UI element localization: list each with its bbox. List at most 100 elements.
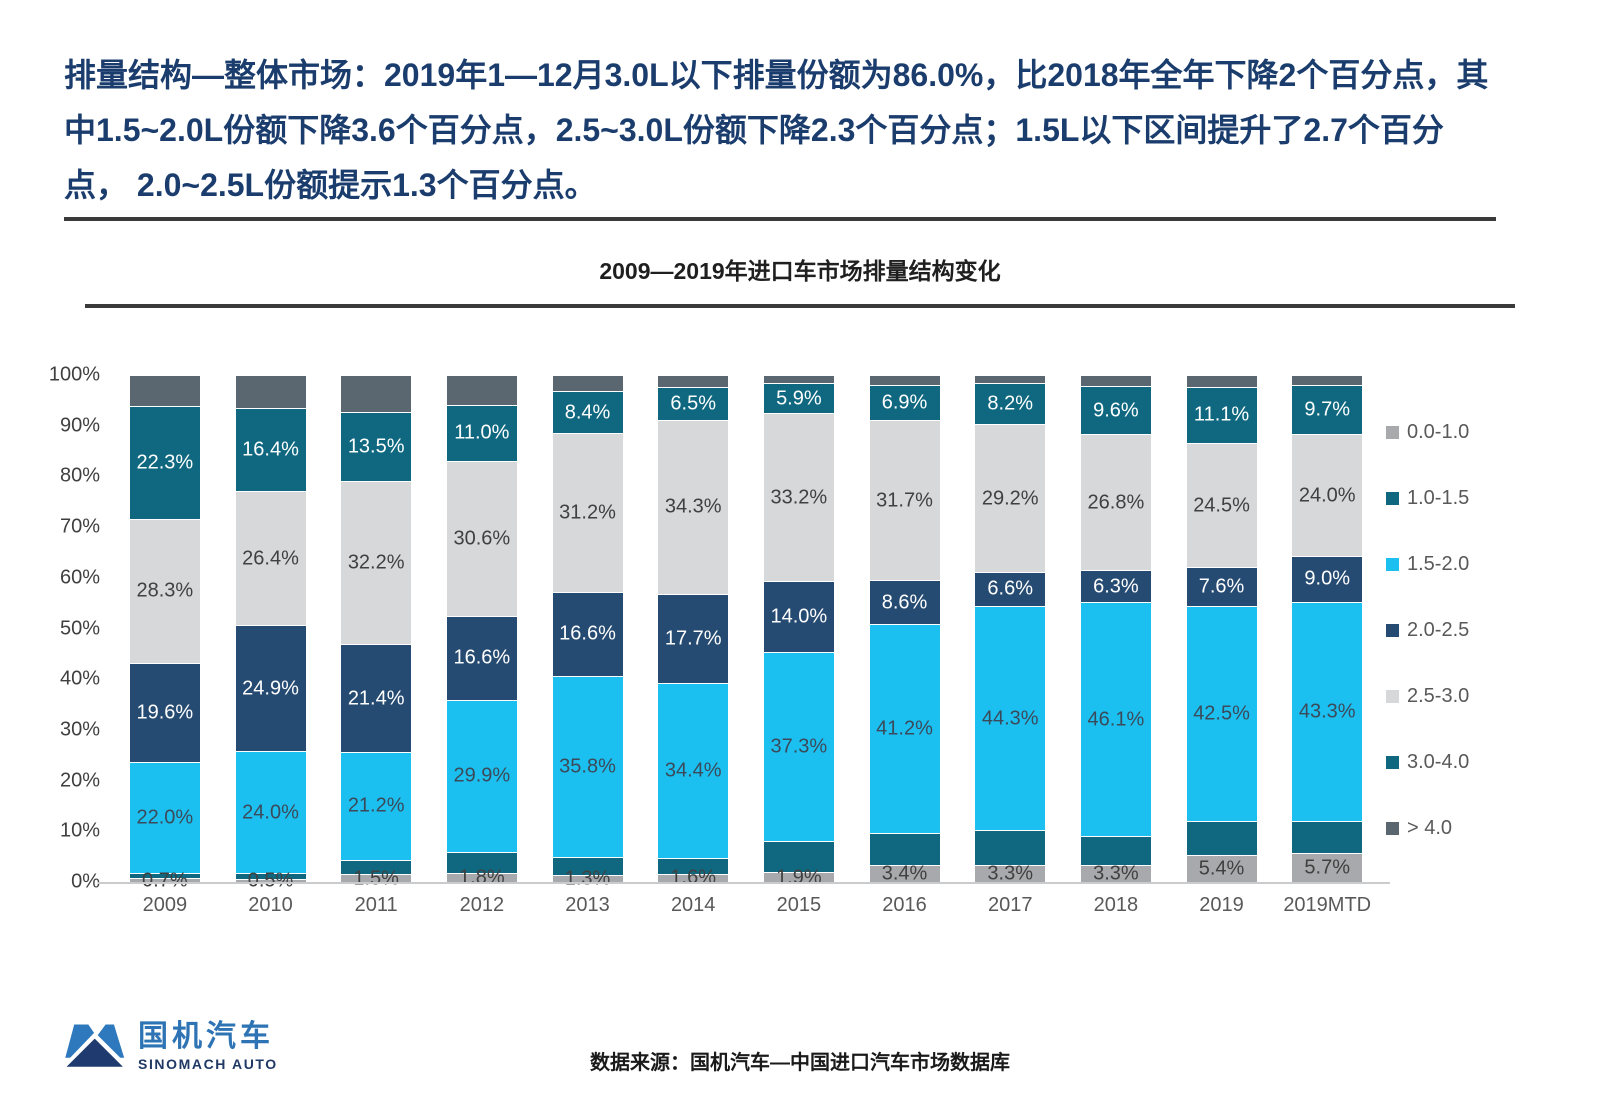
x-axis-label: 2017 bbox=[987, 894, 1033, 916]
bar-segment-1.0-1.5 bbox=[869, 832, 940, 865]
bar-segment-1.0-1.5 bbox=[1080, 835, 1151, 866]
bar-segment-3.0-4.0: 9.6% bbox=[1080, 385, 1151, 435]
bar-segment-2.0-2.5: 9.0% bbox=[1292, 556, 1363, 602]
bar-column: 1.5% 21.2% 21.4% 32.2% 13.5% 2011 bbox=[323, 375, 429, 916]
x-axis-label: 2014 bbox=[670, 894, 716, 916]
bar-segment-2.0-2.5: 14.0% bbox=[763, 581, 834, 653]
segment-value-label: 28.3% bbox=[136, 579, 194, 602]
segment-value-label: 16.6% bbox=[453, 646, 511, 669]
segment-value-label: 34.4% bbox=[664, 759, 722, 782]
y-axis-tick: 80% bbox=[59, 464, 100, 487]
bar-segment-1.5-2.0: 35.8% bbox=[552, 675, 623, 858]
segment-value-label: 5.7% bbox=[1304, 856, 1351, 879]
legend-label: 0.0-1.0 bbox=[1407, 420, 1470, 443]
legend-swatch-icon bbox=[1386, 821, 1399, 835]
stacked-bar: 0.7% 22.0% 19.6% 28.3% 22.3% bbox=[129, 375, 200, 891]
y-axis-tick: 20% bbox=[59, 769, 100, 792]
bar-segment-2.5-3.0: 24.0% bbox=[1292, 434, 1363, 557]
segment-value-label: 37.3% bbox=[770, 735, 828, 758]
bar-segment-3.0-4.0: 13.5% bbox=[341, 412, 412, 481]
legend-swatch-icon bbox=[1386, 623, 1399, 637]
segment-value-label: 6.5% bbox=[670, 392, 716, 415]
bar-segment-3.0-4.0: 11.1% bbox=[1186, 386, 1257, 443]
x-axis-line bbox=[98, 882, 1390, 884]
bar-segment->4.0 bbox=[1186, 375, 1257, 387]
bar-segment-1.0-1.5 bbox=[446, 851, 517, 873]
bar-segment-1.0-1.5 bbox=[1292, 821, 1363, 854]
stacked-bar: 1.3% 35.8% 16.6% 31.2% 8.4% bbox=[552, 375, 623, 890]
bar-column: 0.7% 22.0% 19.6% 28.3% 22.3% 2009 bbox=[112, 375, 218, 916]
bar-segment-2.0-2.5: 7.6% bbox=[1186, 567, 1257, 606]
segment-value-label: 11.0% bbox=[454, 421, 510, 444]
segment-value-label: 3.3% bbox=[1093, 862, 1139, 885]
bar-segment->4.0 bbox=[235, 375, 306, 408]
plot-area: 0.7% 22.0% 19.6% 28.3% 22.3% 2009 0.5% 24.0% 24.… bbox=[112, 375, 1380, 916]
bar-segment-2.0-2.5: 21.4% bbox=[341, 643, 412, 753]
bar-segment-2.0-2.5: 16.6% bbox=[446, 615, 517, 701]
legend-label: 3.0-4.0 bbox=[1407, 750, 1470, 773]
bar-segment-2.5-3.0: 26.8% bbox=[1080, 434, 1151, 571]
segment-value-label: 34.3% bbox=[664, 495, 722, 518]
bar-segment-2.0-2.5: 6.3% bbox=[1080, 570, 1151, 603]
legend-label: 1.0-1.5 bbox=[1407, 486, 1470, 509]
segment-value-label: 31.7% bbox=[876, 489, 933, 511]
segment-value-label: 11.1% bbox=[1193, 403, 1250, 426]
y-axis-tick: 70% bbox=[59, 515, 100, 538]
segment-value-label: 1.3% bbox=[564, 867, 611, 890]
bar-segment-1.0-1.5 bbox=[129, 873, 200, 879]
bar-segment-3.0-4.0: 11.0% bbox=[446, 404, 517, 461]
bar-segment-0.0-1.0: 1.6% bbox=[658, 867, 729, 889]
segment-value-label: 0.7% bbox=[142, 869, 188, 892]
bar-column: 3.3% 44.3% 6.6% 29.2% 8.2% 2017 bbox=[957, 375, 1063, 916]
stacked-bar: 1.9% 37.3% 14.0% 33.2% 5.9% bbox=[763, 375, 834, 888]
bar-segment-2.0-2.5: 8.6% bbox=[869, 580, 940, 624]
segment-value-label: 41.2% bbox=[876, 717, 933, 740]
bar-segment-1.5-2.0: 34.4% bbox=[658, 683, 729, 858]
chart-title: 2009—2019年进口车市场排量结构变化 bbox=[85, 252, 1515, 308]
segment-value-label: 3.4% bbox=[881, 862, 928, 885]
bar-segment-1.0-1.5 bbox=[552, 857, 623, 876]
bar-segment-0.0-1.0: 3.3% bbox=[975, 863, 1046, 885]
bar-segment-2.5-3.0: 24.5% bbox=[1186, 442, 1257, 568]
x-axis-label: 2019 bbox=[1199, 894, 1244, 916]
segment-value-label: 29.9% bbox=[453, 764, 511, 787]
y-axis-tick: 0% bbox=[71, 870, 100, 893]
bar-segment-1.5-2.0: 37.3% bbox=[763, 652, 834, 842]
segment-value-label: 8.2% bbox=[987, 392, 1033, 415]
bar-segment-2.5-3.0: 34.3% bbox=[658, 419, 729, 594]
logo-name-cn: 国机汽车 bbox=[138, 1020, 274, 1053]
bar-segment-2.0-2.5: 16.6% bbox=[552, 591, 623, 676]
bar-segment-2.5-3.0: 29.2% bbox=[975, 424, 1046, 573]
bar-segment-2.5-3.0: 33.2% bbox=[763, 413, 834, 582]
x-axis-label: 2010 bbox=[248, 894, 293, 916]
bar-column: 1.9% 37.3% 14.0% 33.2% 5.9% 2015 bbox=[746, 375, 852, 916]
bar-segment-1.5-2.0: 46.1% bbox=[1080, 602, 1151, 836]
segment-value-label: 5.9% bbox=[776, 387, 822, 410]
segment-value-label: 8.6% bbox=[881, 591, 928, 614]
legend-item: 0.0-1.0 bbox=[1386, 420, 1469, 444]
segment-value-label: 46.1% bbox=[1087, 708, 1145, 731]
segment-value-label: 1.9% bbox=[776, 866, 822, 889]
bar-segment->4.0 bbox=[763, 375, 834, 384]
bar-column: 3.3% 46.1% 6.3% 26.8% 9.6% 2018 bbox=[1063, 375, 1169, 916]
bar-segment-1.5-2.0: 29.9% bbox=[446, 700, 517, 852]
legend-swatch-icon bbox=[1386, 755, 1399, 769]
bar-segment->4.0 bbox=[552, 375, 623, 391]
segment-value-label: 35.8% bbox=[559, 755, 616, 778]
bar-segment-0.0-1.0: 1.9% bbox=[763, 866, 834, 888]
stacked-bar: 3.4% 41.2% 8.6% 31.7% 6.9% bbox=[869, 375, 940, 885]
bar-column: 3.4% 41.2% 8.6% 31.7% 6.9% 2016 bbox=[852, 375, 958, 916]
segment-value-label: 19.6% bbox=[136, 701, 194, 724]
legend-item: 1.0-1.5 bbox=[1386, 486, 1469, 510]
segment-value-label: 1.5% bbox=[353, 867, 399, 890]
segment-value-label: 24.5% bbox=[1193, 494, 1250, 517]
bar-segment-0.0-1.0: 1.3% bbox=[552, 868, 623, 890]
bar-segment-1.0-1.5 bbox=[1186, 821, 1257, 855]
bar-column: 0.5% 24.0% 24.9% 26.4% 16.4% 2010 bbox=[218, 375, 324, 916]
bar-segment-1.5-2.0: 44.3% bbox=[975, 605, 1046, 831]
y-axis-tick: 100% bbox=[48, 363, 100, 386]
bar-segment-3.0-4.0: 6.5% bbox=[658, 386, 729, 420]
segment-value-label: 26.4% bbox=[242, 547, 299, 570]
legend-item: 2.0-2.5 bbox=[1386, 618, 1469, 642]
